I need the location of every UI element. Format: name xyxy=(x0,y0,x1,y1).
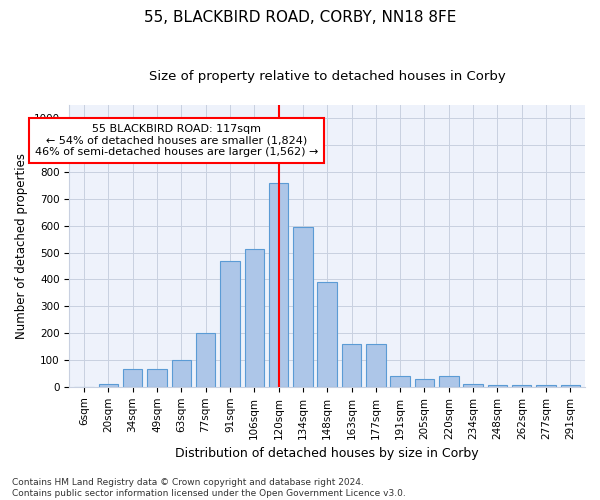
Bar xyxy=(391,376,410,387)
Bar xyxy=(488,384,507,387)
Bar xyxy=(147,370,167,387)
Bar xyxy=(317,282,337,387)
Bar xyxy=(196,333,215,387)
Bar xyxy=(512,384,532,387)
Bar xyxy=(293,227,313,387)
X-axis label: Distribution of detached houses by size in Corby: Distribution of detached houses by size … xyxy=(175,447,479,460)
Bar xyxy=(560,386,580,387)
Bar xyxy=(269,183,288,387)
Bar xyxy=(536,386,556,387)
Bar xyxy=(366,344,386,387)
Bar xyxy=(123,370,142,387)
Bar xyxy=(463,384,483,387)
Y-axis label: Number of detached properties: Number of detached properties xyxy=(15,153,28,339)
Bar xyxy=(439,376,458,387)
Text: 55, BLACKBIRD ROAD, CORBY, NN18 8FE: 55, BLACKBIRD ROAD, CORBY, NN18 8FE xyxy=(144,10,456,25)
Text: 55 BLACKBIRD ROAD: 117sqm
← 54% of detached houses are smaller (1,824)
46% of se: 55 BLACKBIRD ROAD: 117sqm ← 54% of detac… xyxy=(35,124,318,157)
Bar xyxy=(98,384,118,387)
Text: Contains HM Land Registry data © Crown copyright and database right 2024.
Contai: Contains HM Land Registry data © Crown c… xyxy=(12,478,406,498)
Bar xyxy=(220,260,239,387)
Bar xyxy=(342,344,361,387)
Title: Size of property relative to detached houses in Corby: Size of property relative to detached ho… xyxy=(149,70,506,83)
Bar xyxy=(415,380,434,387)
Bar xyxy=(245,248,264,387)
Bar xyxy=(172,360,191,387)
